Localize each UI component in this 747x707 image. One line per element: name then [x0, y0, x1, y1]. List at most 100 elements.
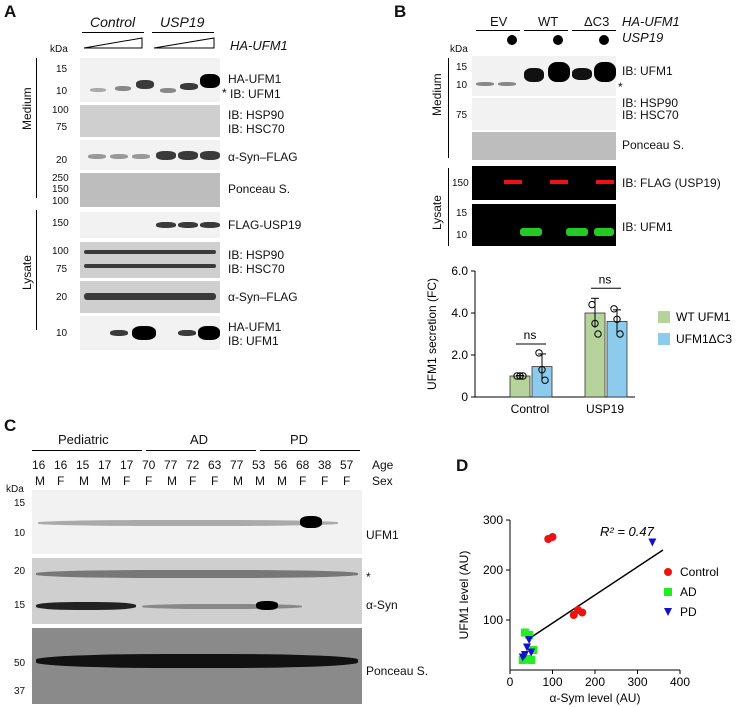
- bar-chart: 0 2.0 4.0 6.0 UFM1 secretion (FC) Control ns US…: [425, 264, 732, 415]
- marker: 20: [56, 155, 68, 166]
- y-tick-label: 2.0: [451, 348, 468, 362]
- bracket: [36, 210, 37, 330]
- marker: 100: [52, 246, 69, 257]
- data-point: [523, 643, 531, 652]
- legend-marker: [664, 588, 672, 596]
- sex-value: M: [101, 474, 111, 488]
- marker: 20: [56, 292, 68, 303]
- panel-letter-d: D: [456, 456, 469, 475]
- age-label: Age: [372, 458, 394, 472]
- data-point: [535, 349, 543, 357]
- age-value: 17: [120, 458, 134, 472]
- kda-label: kDa: [450, 44, 468, 55]
- marker: 150: [52, 184, 69, 195]
- marker: 10: [456, 80, 468, 91]
- data-point: [588, 300, 596, 309]
- bracket: [36, 58, 37, 198]
- data-point: [541, 376, 549, 384]
- sex-value: F: [343, 474, 351, 488]
- sex-value: M: [167, 474, 177, 488]
- age-value: 77: [230, 458, 244, 472]
- y-tick-label: 0: [461, 390, 468, 404]
- row-label: IB: UFM1: [622, 64, 673, 78]
- age-value: 56: [274, 458, 288, 472]
- sig-label: ns: [524, 328, 537, 342]
- sex-value: M: [255, 474, 265, 488]
- data-point: [594, 330, 602, 338]
- row-label: IB: UFM1: [228, 334, 279, 348]
- sex-value: F: [321, 474, 329, 488]
- row-label: HA-UFM1: [228, 320, 282, 334]
- row-label: UFM1: [366, 528, 399, 542]
- legend-label: AD: [680, 585, 697, 599]
- group-line: [572, 30, 616, 31]
- y-tick-label: 100: [483, 613, 503, 627]
- marker: 10: [14, 528, 26, 539]
- x-tick-label: Control: [511, 402, 550, 415]
- row-label: Ponceau S.: [366, 664, 429, 678]
- fit-line: [526, 549, 664, 641]
- marker: 10: [56, 328, 68, 339]
- group-line: [260, 450, 360, 451]
- marker: 37: [14, 686, 26, 697]
- row-label: Ponceau S.: [228, 182, 291, 196]
- sex-value: F: [299, 474, 307, 488]
- sex-value: M: [233, 474, 243, 488]
- sex-value: M: [79, 474, 89, 488]
- data-point: [523, 655, 531, 663]
- blot-c-ponceau: [32, 628, 362, 704]
- age-value: 70: [142, 458, 156, 472]
- marker: 75: [56, 264, 68, 275]
- data-point: [548, 533, 557, 541]
- y-tick-label: 300: [483, 513, 503, 527]
- age-value: 15: [76, 458, 90, 472]
- blot-b-ufm1: [472, 56, 616, 96]
- marker: 15: [14, 498, 26, 509]
- legend-label: UFM1ΔC3: [676, 332, 732, 346]
- group-label: AD: [190, 432, 209, 447]
- age-value: 68: [296, 458, 310, 472]
- blot-lysate-hsp90: [80, 242, 220, 278]
- blot-medium-ponceau: [80, 173, 220, 207]
- blot-lysate-usp19: [80, 212, 220, 238]
- blot-medium-hsp90: [80, 105, 220, 137]
- lysate-label: Lysate: [430, 195, 444, 230]
- row-label: FLAG-USP19: [228, 218, 302, 232]
- group-line: [524, 30, 568, 31]
- marker: 150: [52, 218, 69, 229]
- marker: 100: [52, 105, 69, 116]
- x-tick-label: 0: [507, 675, 514, 689]
- legend-marker: [664, 608, 672, 616]
- construct-label: HA-UFM1: [230, 38, 288, 53]
- group-line: [82, 32, 144, 33]
- lane-label: WT: [538, 14, 559, 29]
- medium-label: Medium: [430, 73, 444, 116]
- age-value: 38: [318, 458, 332, 472]
- data-point: [525, 636, 534, 644]
- lane-label: EV: [490, 14, 508, 29]
- legend-label: WT UFM1: [676, 310, 731, 324]
- row-label: IB: HSP90: [228, 108, 285, 122]
- legend-swatch: [658, 311, 670, 323]
- lysate-label: Lysate: [20, 255, 34, 290]
- row-label: IB: UFM1: [230, 87, 281, 101]
- y-tick-label: 200: [483, 563, 503, 577]
- data-point: [616, 330, 624, 338]
- marker: 15: [56, 64, 68, 75]
- row-label: α-Syn–FLAG: [228, 290, 298, 304]
- blot-b-flag: [472, 166, 616, 200]
- age-value: 57: [340, 458, 354, 472]
- data-point: [610, 305, 618, 313]
- blot-b-lysate-ufm1: [472, 204, 616, 246]
- group-label-usp19: USP19: [160, 14, 205, 30]
- gradient-wedges: [83, 37, 215, 49]
- y-tick-label: 6.0: [451, 264, 468, 278]
- row-label: IB: HSC70: [622, 108, 679, 122]
- x-tick-label: 400: [670, 675, 690, 689]
- blot-b-hsp90: [472, 98, 616, 130]
- y-axis-label: UFM1 level (AU): [457, 551, 471, 640]
- y-axis-label: UFM1 secretion (FC): [425, 278, 439, 390]
- marker: 75: [56, 122, 68, 133]
- data-point: [538, 366, 546, 374]
- marker: 50: [14, 658, 26, 669]
